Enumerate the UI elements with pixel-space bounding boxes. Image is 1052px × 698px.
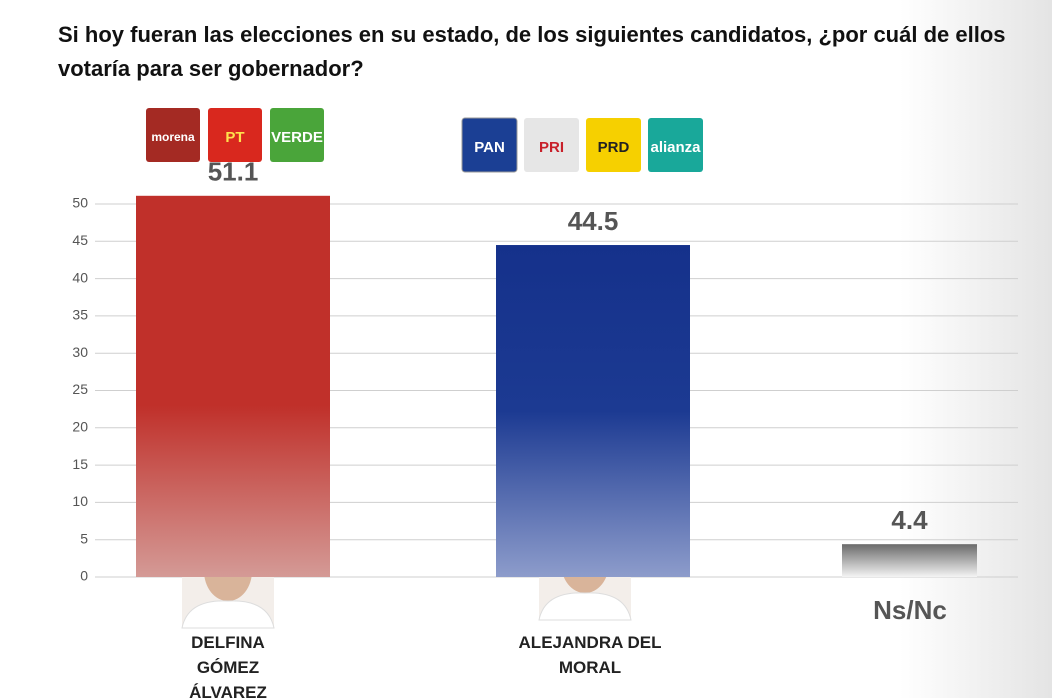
party-logo-label: PT: [225, 129, 244, 146]
party-logo: [146, 108, 200, 162]
party-logo: [586, 118, 641, 172]
party-logo-label: PRD: [598, 139, 630, 156]
x-tick-label: DELFINA GÓMEZ ÁLVAREZ: [189, 633, 267, 698]
bar: [842, 544, 977, 577]
y-tick-label: 25: [72, 381, 88, 397]
y-tick-label: 20: [72, 419, 88, 435]
party-logo: [648, 118, 703, 172]
party-logo-label: morena: [151, 130, 195, 144]
party-logo-label: PAN: [474, 139, 505, 156]
bar: [496, 245, 690, 577]
y-tick-label: 40: [72, 269, 88, 285]
party-logo: [524, 118, 579, 172]
y-tick-label: 35: [72, 307, 88, 323]
y-tick-label: 5: [80, 530, 88, 546]
x-tick-label: ALEJANDRA DEL MORAL: [518, 633, 662, 677]
y-tick-label: 0: [80, 568, 88, 584]
party-logo-label: PRI: [539, 139, 564, 156]
y-tick-label: 15: [72, 456, 88, 472]
party-logo-label: alianza: [650, 139, 701, 156]
y-tick-label: 30: [72, 344, 88, 360]
party-logo-label: VERDE: [271, 129, 323, 146]
photo-body: [538, 592, 632, 621]
party-logo: [270, 108, 324, 162]
chart-title: Si hoy fueran las elecciones en su estad…: [58, 22, 1006, 81]
photo-body: [181, 600, 275, 629]
x-tick-label: Ns/Nc: [873, 595, 947, 625]
party-logo: [461, 117, 518, 173]
value-label: 4.4: [891, 505, 928, 535]
party-logo: [208, 108, 262, 162]
value-label: 51.1: [208, 157, 259, 187]
value-label: 44.5: [568, 206, 619, 236]
y-tick-label: 50: [72, 195, 88, 211]
bar: [136, 195, 330, 577]
y-tick-label: 10: [72, 493, 88, 509]
y-tick-label: 45: [72, 232, 88, 248]
